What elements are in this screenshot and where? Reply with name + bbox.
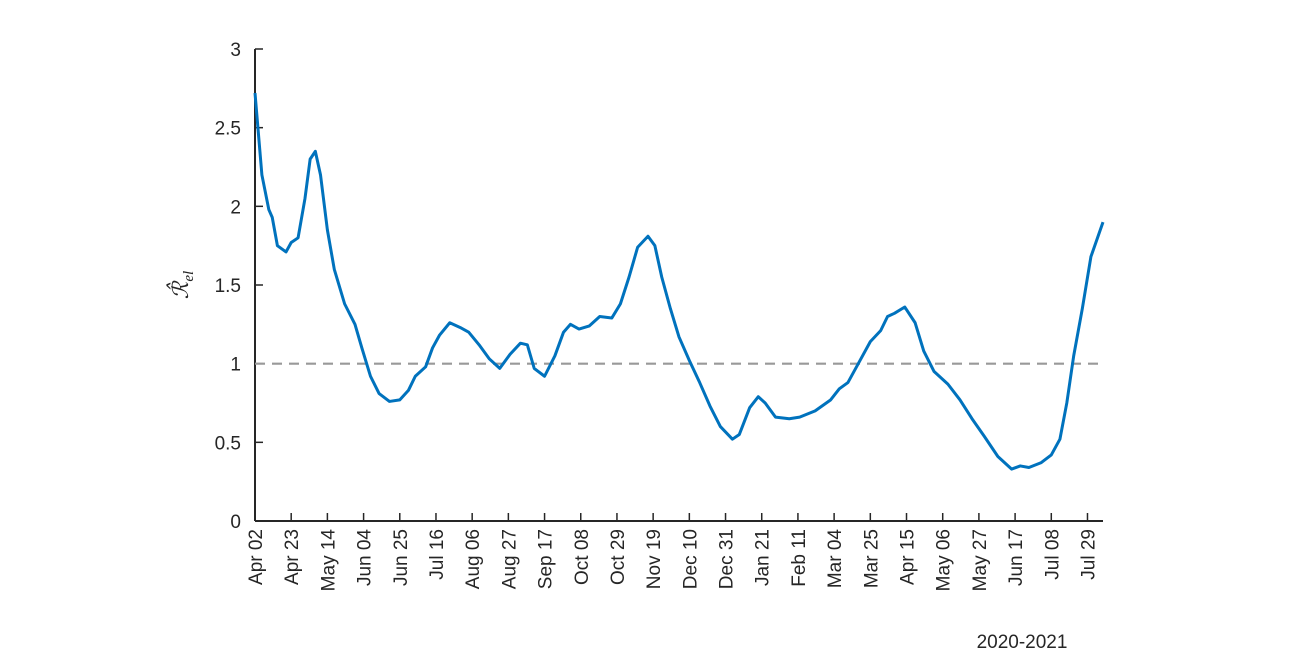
y-axis-label-main: ℛ̂	[166, 280, 193, 299]
x-tick-label: Oct 08	[572, 529, 593, 585]
y-tick-label: 2	[230, 197, 241, 218]
x-tick-label: Jun 25	[391, 529, 412, 586]
x-tick-label: Nov 19	[644, 529, 665, 589]
x-tick-label: May 14	[318, 529, 339, 592]
y-tick-label: 3	[230, 40, 241, 61]
x-tick-label: Jul 29	[1078, 529, 1099, 580]
y-tick-label: 1.5	[215, 276, 241, 297]
x-tick-label: Jun 17	[1006, 529, 1027, 586]
x-tick-label: May 27	[970, 529, 991, 591]
data-line	[253, 92, 1105, 471]
y-tick-label: 1	[230, 355, 241, 376]
x-tick-label: Mar 25	[861, 529, 882, 588]
x-tick-label: Dec 31	[717, 529, 738, 589]
x-tick-label: Sep 17	[536, 529, 557, 589]
x-tick-label: Oct 29	[608, 529, 629, 585]
x-axis-label: 2020-2021	[977, 632, 1068, 653]
x-tick-label: Jul 16	[427, 529, 448, 580]
x-tick-label: Aug 27	[499, 529, 520, 589]
x-tick-label: Aug 06	[463, 529, 484, 589]
x-tick-label: Mar 04	[825, 529, 846, 589]
x-tick-label: Jan 21	[753, 529, 774, 586]
x-tick-label: Apr 23	[282, 529, 303, 585]
x-tick-label: May 06	[934, 529, 955, 591]
y-tick-label: 0.5	[215, 433, 241, 454]
y-axis-label-sub: el	[181, 271, 197, 282]
x-tick-label: Feb 11	[789, 529, 810, 587]
x-tick-label: Apr 02	[246, 529, 267, 585]
x-tick-label: Dec 10	[680, 529, 701, 589]
x-tick-label: Jul 08	[1042, 529, 1063, 580]
y-tick-label: 0	[230, 512, 241, 533]
x-tick-label: Jun 04	[355, 529, 376, 586]
y-axis-label: ℛ̂el	[166, 271, 197, 299]
x-tick-label: Apr 15	[898, 529, 919, 585]
y-tick-label: 2.5	[215, 119, 241, 140]
